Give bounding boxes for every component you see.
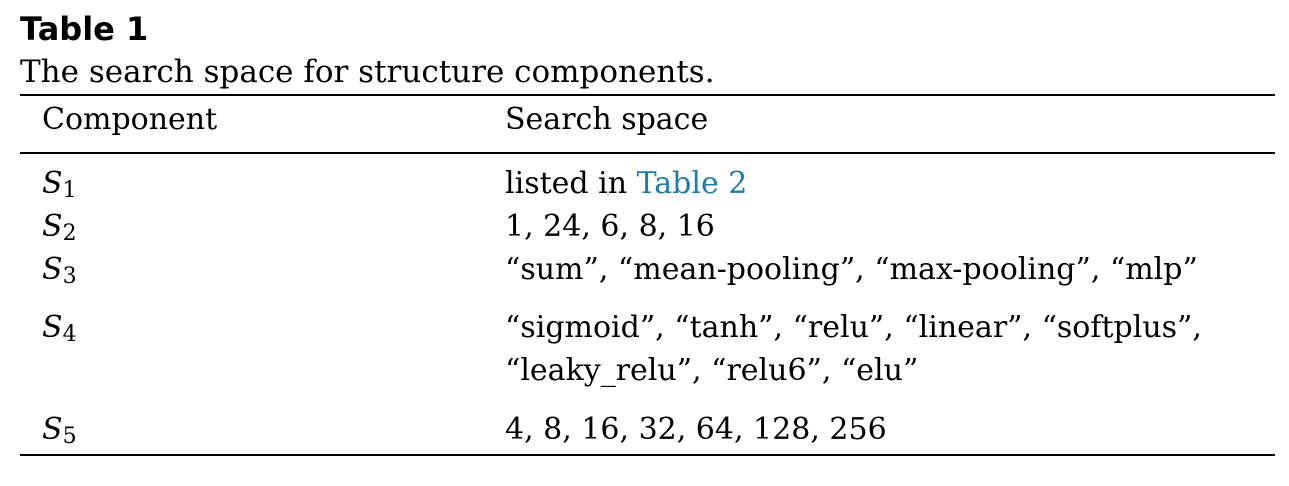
search-space-value: listed in Table 2 bbox=[505, 166, 748, 201]
search-space-value: 4, 8, 16, 32, 64, 128, 256 bbox=[505, 412, 887, 447]
table-body: S1 listed in Table 2 S2 1, 24, 6, 8, 16 … bbox=[20, 154, 1275, 454]
search-space-value: “sum”, “mean-pooling”, “max-pooling”, “m… bbox=[505, 252, 1198, 287]
table-label: Table 1 bbox=[20, 10, 149, 48]
table-block: Table 1 The search space for structure c… bbox=[20, 8, 1275, 456]
component-symbol: S2 bbox=[42, 209, 77, 246]
table-header-row: Component Search space bbox=[20, 96, 1275, 152]
top-rule bbox=[20, 94, 1275, 96]
component-symbol: S4 bbox=[42, 310, 77, 347]
table-2-link[interactable]: Table 2 bbox=[636, 166, 748, 201]
search-space-value-line2: “leaky_relu”, “relu6”, “elu” bbox=[505, 353, 919, 388]
search-space-value: 1, 24, 6, 8, 16 bbox=[505, 209, 715, 244]
header-component: Component bbox=[42, 102, 218, 137]
component-symbol: S1 bbox=[42, 166, 77, 203]
component-symbol: S5 bbox=[42, 412, 77, 449]
table-caption: The search space for structure component… bbox=[20, 54, 715, 90]
header-search-space: Search space bbox=[505, 102, 709, 137]
component-symbol: S3 bbox=[42, 252, 77, 289]
header-rule bbox=[20, 152, 1275, 154]
search-space-value: “sigmoid”, “tanh”, “relu”, “linear”, “so… bbox=[505, 310, 1202, 345]
bottom-rule bbox=[20, 454, 1275, 456]
